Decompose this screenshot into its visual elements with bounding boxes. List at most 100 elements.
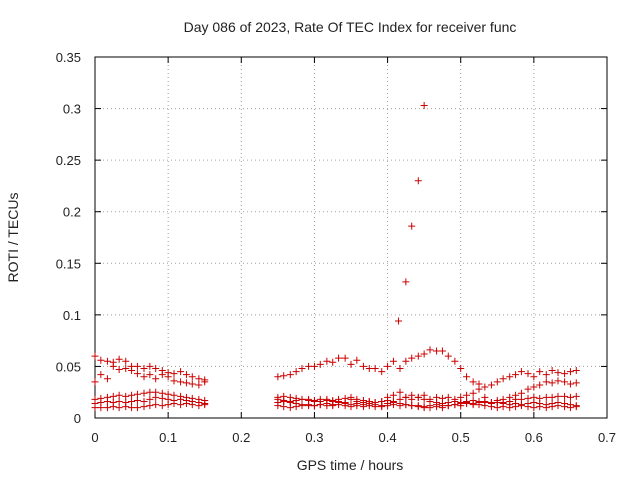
data-point: [542, 378, 550, 386]
x-tick-label: 0.1: [159, 430, 177, 445]
plot-frame: [94, 56, 608, 419]
data-point: [384, 362, 392, 370]
data-point: [517, 368, 525, 376]
data-point: [195, 375, 203, 383]
data-point: [122, 364, 130, 372]
data-point: [298, 402, 306, 410]
data-point: [182, 379, 190, 387]
data-point: [140, 397, 148, 405]
data-point: [310, 362, 318, 370]
data-point: [499, 375, 507, 383]
data-point: [329, 401, 337, 409]
y-tick-label: 0.25: [56, 153, 81, 168]
data-point: [371, 364, 379, 372]
data-point: [280, 372, 288, 380]
y-tick-label: 0.3: [63, 102, 81, 117]
data-point: [408, 354, 416, 362]
data-point: [115, 404, 123, 412]
data-point: [177, 395, 185, 403]
data-point: [298, 395, 306, 403]
x-tick-label: 0.3: [305, 430, 323, 445]
data-point: [457, 399, 465, 407]
data-point: [133, 362, 141, 370]
data-point: [548, 367, 556, 375]
data-point: [378, 368, 386, 376]
data-point: [109, 399, 117, 407]
data-point: [561, 400, 569, 408]
data-point: [566, 393, 574, 401]
data-point: [164, 373, 172, 381]
data-point: [316, 360, 324, 368]
data-point: [548, 400, 556, 408]
data-point: [335, 354, 343, 362]
data-point: [292, 396, 300, 404]
data-point: [433, 347, 441, 355]
data-point: [402, 393, 410, 401]
data-point: [512, 371, 520, 379]
data-point: [146, 388, 154, 396]
data-point: [561, 392, 569, 400]
data-point: [512, 391, 520, 399]
data-point: [530, 373, 538, 381]
data-point: [396, 388, 404, 396]
data-point: [305, 362, 313, 370]
data-point: [365, 364, 373, 372]
series-sat-A: [91, 346, 580, 407]
data-point: [103, 375, 111, 383]
data-point: [408, 391, 416, 399]
data-point: [109, 392, 117, 400]
data-point: [298, 364, 306, 372]
data-point: [158, 402, 166, 410]
data-point: [420, 101, 428, 109]
data-point: [103, 397, 111, 405]
data-point: [451, 357, 459, 365]
data-point: [128, 367, 136, 375]
data-point: [438, 347, 446, 355]
data-point: [133, 404, 141, 412]
data-point: [97, 399, 105, 407]
data-point: [444, 399, 452, 407]
data-point: [347, 393, 355, 401]
data-point: [451, 397, 459, 405]
data-point: [133, 396, 141, 404]
data-point: [548, 393, 556, 401]
data-point: [347, 401, 355, 409]
data-point: [329, 358, 337, 366]
data-point: [517, 389, 525, 397]
data-point: [524, 370, 532, 378]
data-point: [122, 392, 130, 400]
x-tick-label: 0.2: [232, 430, 250, 445]
data-point: [146, 371, 154, 379]
data-point: [115, 355, 123, 363]
data-point: [305, 401, 313, 409]
data-point: [457, 364, 465, 372]
data-point: [347, 360, 355, 368]
data-point: [566, 401, 574, 409]
data-point: [133, 390, 141, 398]
data-point: [353, 356, 361, 364]
data-point: [426, 346, 434, 354]
data-point: [481, 383, 489, 391]
data-point: [493, 399, 501, 407]
data-point: [115, 391, 123, 399]
data-point: [530, 399, 538, 407]
data-point: [542, 371, 550, 379]
y-tick-label: 0.05: [56, 359, 81, 374]
data-point: [152, 393, 160, 401]
data-point: [341, 400, 349, 408]
data-point: [286, 371, 294, 379]
x-tick-label: 0: [91, 430, 98, 445]
data-point: [536, 400, 544, 408]
data-point: [524, 385, 532, 393]
data-point: [433, 399, 441, 407]
y-tick-label: 0: [74, 411, 81, 426]
data-point: [122, 399, 130, 407]
data-point: [316, 401, 324, 409]
data-point: [554, 399, 562, 407]
data-point: [201, 378, 209, 386]
data-point: [323, 357, 331, 365]
data-point: [109, 362, 117, 370]
data-point: [378, 402, 386, 410]
data-point: [146, 395, 154, 403]
